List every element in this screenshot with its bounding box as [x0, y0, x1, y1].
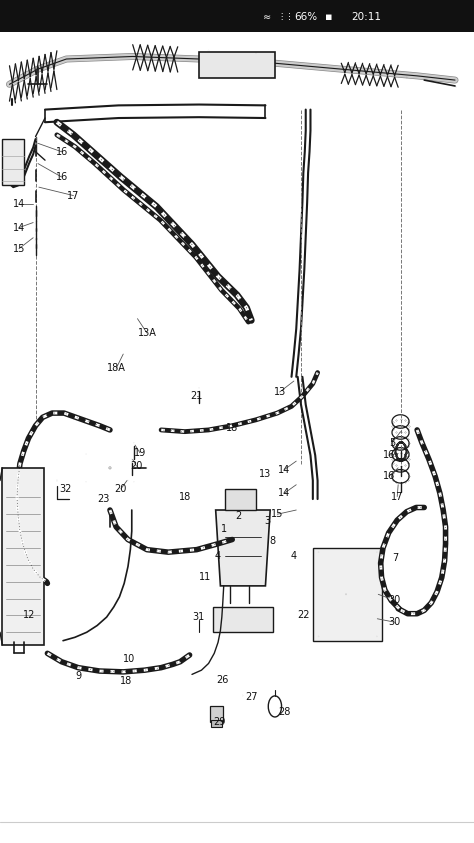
Text: 23: 23 [97, 494, 109, 504]
Text: 3: 3 [265, 516, 271, 526]
Text: 18: 18 [119, 676, 132, 686]
Text: 16: 16 [383, 450, 395, 460]
Text: 13: 13 [273, 387, 286, 397]
Text: 7: 7 [392, 553, 399, 563]
Bar [313, 548, 382, 641]
Text: 4: 4 [291, 551, 297, 561]
Text: 26: 26 [217, 675, 229, 685]
Polygon shape [216, 510, 270, 586]
Text: 22: 22 [297, 610, 310, 620]
Text: 30: 30 [388, 617, 401, 627]
Text: 14: 14 [278, 464, 291, 475]
Text: 14: 14 [278, 488, 291, 498]
Text: 32: 32 [59, 484, 72, 494]
Text: 18A: 18A [107, 363, 126, 373]
Text: ▪: ▪ [325, 12, 332, 22]
Text: 13: 13 [259, 469, 272, 479]
Bar [199, 52, 275, 78]
Text: 15: 15 [271, 509, 283, 519]
Text: 14: 14 [13, 223, 25, 233]
Text: ≈: ≈ [263, 12, 271, 22]
Bar [2, 468, 44, 645]
Text: 21: 21 [191, 391, 203, 401]
Text: 15: 15 [13, 244, 25, 254]
Bar [2, 139, 24, 185]
Text: 16: 16 [55, 172, 68, 182]
Text: 4: 4 [215, 551, 221, 561]
Text: 27: 27 [245, 692, 257, 702]
Text: 18: 18 [179, 492, 191, 502]
Bar [225, 489, 256, 510]
Text: 20: 20 [130, 461, 143, 471]
Text: 1: 1 [221, 524, 227, 534]
Text: 20:11: 20:11 [351, 12, 381, 22]
Bar [211, 720, 222, 727]
Text: 31: 31 [192, 612, 204, 622]
Text: 17: 17 [391, 491, 403, 502]
Bar [213, 607, 273, 632]
Bar [210, 706, 223, 722]
Text: 16: 16 [55, 147, 68, 157]
Text: 12: 12 [23, 610, 36, 620]
Text: 30: 30 [388, 595, 401, 605]
Text: 28: 28 [278, 707, 291, 717]
Text: 16: 16 [383, 471, 395, 481]
Text: 10: 10 [123, 654, 135, 664]
Text: 20: 20 [115, 484, 127, 494]
Text: 18: 18 [226, 423, 238, 433]
Bar [0, 0, 474, 32]
Text: 14: 14 [13, 199, 25, 209]
Text: 17: 17 [67, 191, 80, 201]
Text: 66%: 66% [294, 12, 317, 22]
Text: 5: 5 [389, 438, 396, 448]
Text: 8: 8 [270, 536, 275, 546]
Text: 11: 11 [199, 572, 211, 583]
Text: 29: 29 [213, 717, 225, 728]
Text: 9: 9 [75, 671, 81, 681]
Text: ⋮⋮: ⋮⋮ [277, 13, 294, 21]
Text: 2: 2 [235, 511, 241, 521]
Text: 19: 19 [134, 448, 146, 458]
Text: 13A: 13A [137, 328, 156, 338]
